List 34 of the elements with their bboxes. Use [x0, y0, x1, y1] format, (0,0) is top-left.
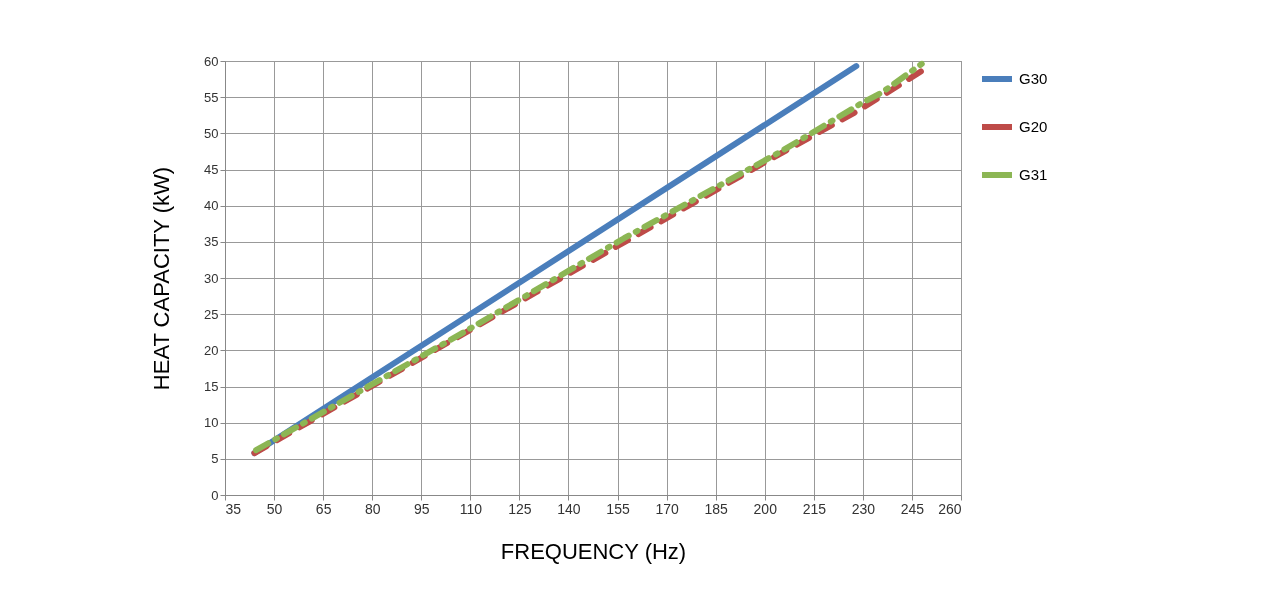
- x-tick-label: 65: [315, 500, 332, 517]
- y-axis-title: HEAT CAPACITY (kW): [149, 166, 175, 391]
- x-tick-label: 245: [900, 500, 925, 517]
- x-tick-label: 140: [557, 500, 581, 517]
- y-tick-label: 60: [204, 53, 219, 69]
- y-tick-label: 55: [204, 89, 219, 105]
- x-tick-label: 260: [938, 500, 962, 517]
- legend-label: G31: [1019, 166, 1048, 183]
- x-tick-label: 80: [364, 500, 381, 517]
- x-tick-label: 110: [459, 500, 483, 517]
- y-tick-label: 15: [204, 379, 219, 394]
- y-tick-label: 50: [204, 125, 219, 141]
- x-tick-label: 185: [704, 500, 729, 517]
- y-tick-label: 25: [204, 306, 219, 322]
- x-tick-label: 155: [606, 500, 630, 517]
- x-tick-label: 50: [266, 500, 283, 517]
- x-tick-label: 35: [225, 500, 242, 517]
- legend-label: G20: [1019, 118, 1048, 135]
- x-tick-label: 170: [655, 500, 679, 517]
- y-tick-label: 30: [204, 270, 219, 286]
- legend-label: G30: [1019, 70, 1048, 87]
- x-tick-label: 215: [802, 500, 827, 517]
- y-tick-label: 40: [204, 198, 219, 214]
- y-tick-label: 10: [204, 415, 219, 431]
- x-tick-label: 230: [851, 500, 876, 517]
- x-tick-label: 125: [508, 500, 532, 517]
- x-tick-label: 95: [413, 500, 430, 517]
- y-tick-label: 5: [211, 451, 219, 467]
- y-tick-label: 0: [211, 487, 219, 503]
- y-tick-label: 45: [204, 162, 219, 177]
- x-tick-label: 200: [753, 500, 778, 517]
- x-axis-title: FREQUENCY (Hz): [500, 538, 687, 564]
- y-tick-label: 35: [204, 234, 219, 250]
- y-tick-label: 20: [204, 342, 219, 358]
